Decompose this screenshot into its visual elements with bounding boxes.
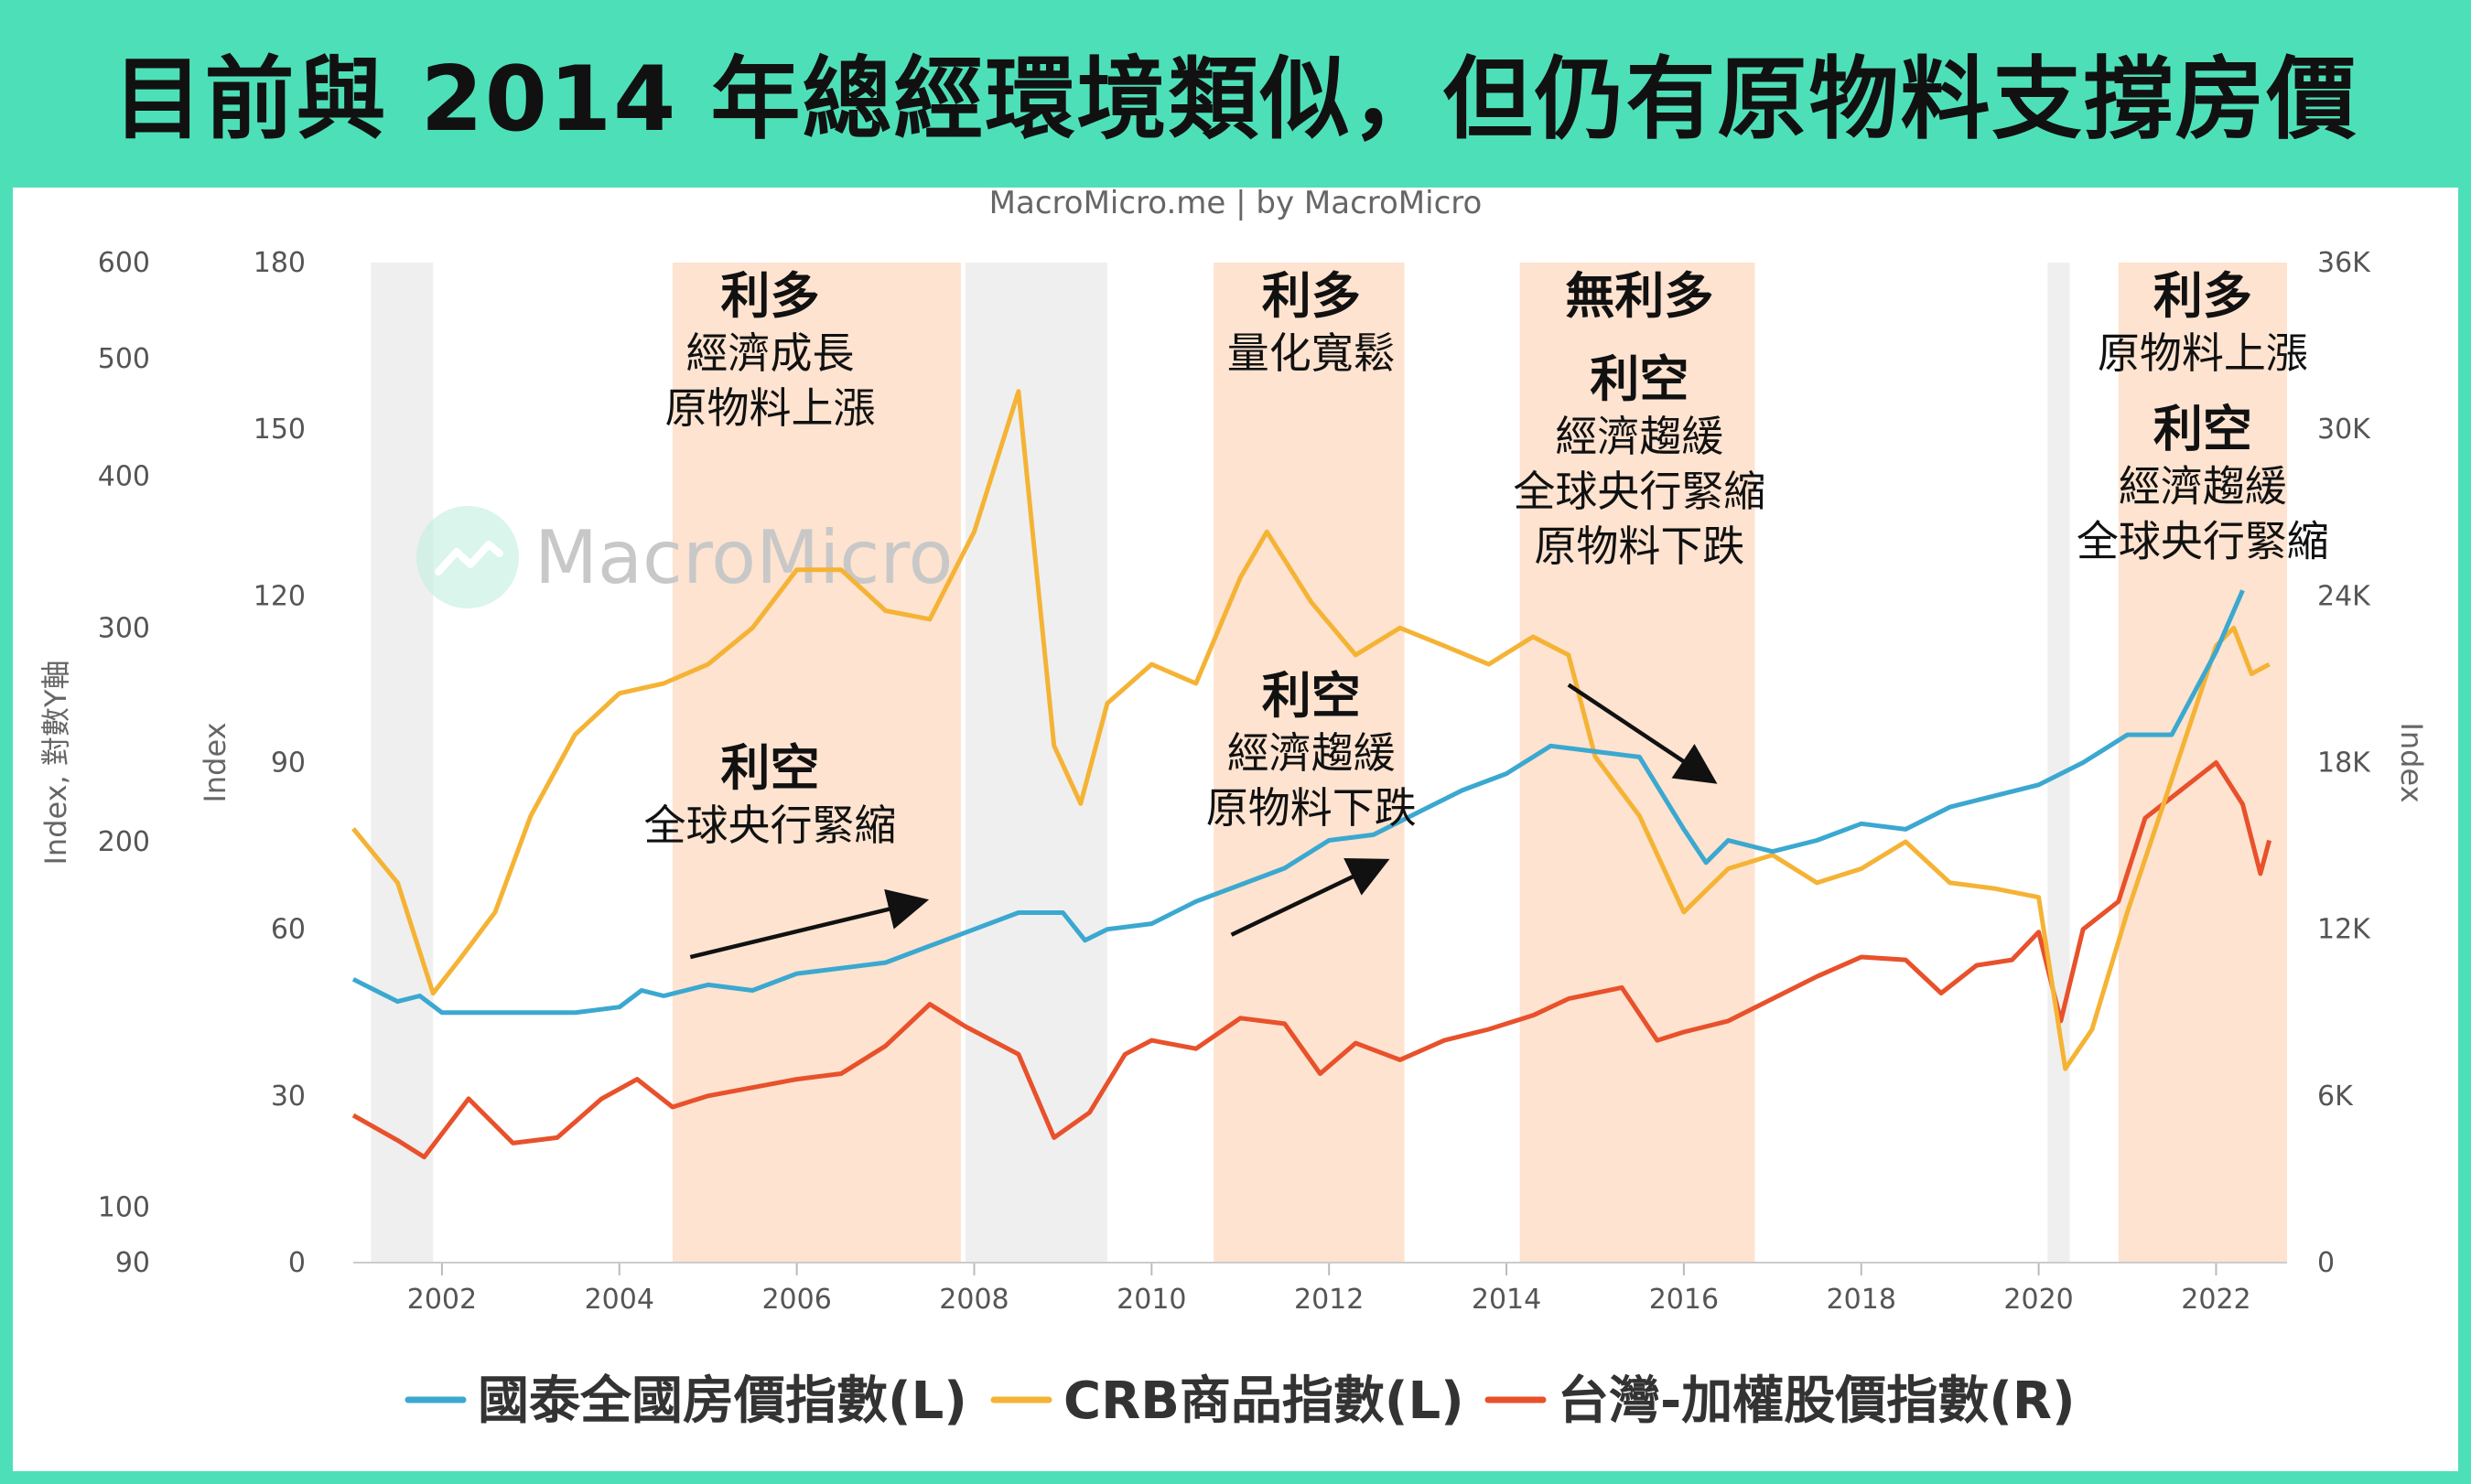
x-tick-label: 2008	[939, 1284, 1009, 1316]
legend-label-2: 台灣-加權股價指數(R)	[1558, 1371, 2076, 1431]
right-tick-label: 30K	[2317, 414, 2371, 446]
annotation-line: 全球央行緊縮	[644, 801, 897, 850]
annotation-line: 經濟趨緩	[1227, 728, 1396, 778]
x-tick-label: 2020	[2003, 1284, 2073, 1316]
arrows-layer	[689, 683, 1718, 960]
legend-label-0: 國泰全國房價指數(L)	[478, 1371, 967, 1431]
x-tick-label: 2018	[1827, 1284, 1896, 1316]
series-line-1	[351, 389, 2271, 1071]
left-outer-axis-title: Index, 對數Y軸	[38, 661, 73, 866]
right-axis-title: Index	[2394, 722, 2429, 802]
left-inner-tick-label: 0	[288, 1247, 306, 1279]
x-tick-label: 2014	[1472, 1284, 1541, 1316]
right-tick-label: 18K	[2317, 747, 2371, 780]
annotation-heading: 利空	[721, 739, 820, 797]
chart-card: MacroMicro.me | by MacroMicro MacroMicro…	[13, 188, 2458, 1471]
right-tick-label: 12K	[2317, 914, 2371, 946]
left-inner-tick-label: 30	[271, 1081, 306, 1113]
annotation-line: 原物料上漲	[2098, 328, 2308, 378]
annotation-heading: 利空	[1590, 350, 1689, 408]
watermark: MacroMicro	[416, 506, 953, 608]
annotation-line: 量化寬鬆	[1227, 328, 1396, 378]
recession-band-2	[2047, 263, 2070, 1263]
left-inner-tick-label: 180	[254, 247, 306, 279]
annotation-heading: 無利多	[1565, 267, 1713, 325]
highlight-band-1	[1214, 263, 1405, 1263]
x-tick-label: 2002	[407, 1284, 477, 1316]
annotation-line: 原物料下跌	[1206, 783, 1417, 833]
recession-band-0	[371, 263, 434, 1263]
legend: 國泰全國房價指數(L) CRB商品指數(L) 台灣-加權股價指數(R)	[405, 1371, 2076, 1431]
left-inner-tick-label: 60	[271, 914, 306, 946]
annotation-line: 經濟趨緩	[2119, 462, 2287, 511]
x-tick-label: 2012	[1294, 1284, 1364, 1316]
right-tick-label: 24K	[2317, 580, 2371, 612]
annotation-heading: 利空	[1262, 667, 1361, 725]
annotation-line: 經濟成長	[686, 328, 855, 378]
right-tick-label: 6K	[2317, 1081, 2354, 1113]
x-tick-label: 2022	[2181, 1284, 2250, 1316]
series-layer	[351, 389, 2272, 1160]
annotation-arrow-2	[1567, 683, 1718, 784]
annotation-line: 經濟趨緩	[1555, 412, 1723, 461]
annotation-arrow-0	[689, 888, 930, 960]
left-outer-tick-label: 400	[98, 461, 150, 493]
left-outer-tick-label: 300	[98, 612, 150, 644]
right-tick-label: 36K	[2317, 247, 2371, 279]
annotation-line: 原物料上漲	[665, 383, 876, 433]
left-outer-tick-label: 90	[115, 1247, 150, 1279]
axis-titles-layer: Index, 對數Y軸 Index Index	[38, 661, 2429, 866]
annotation-heading: 利多	[721, 267, 820, 325]
x-tick-label: 2016	[1649, 1284, 1719, 1316]
left-outer-tick-label: 100	[98, 1191, 150, 1223]
watermark-text: MacroMicro	[534, 515, 953, 600]
annotations-layer: 利多經濟成長原物料上漲利空全球央行緊縮利多量化寬鬆利空經濟趨緩原物料下跌無利多利…	[644, 267, 2329, 850]
annotation-line: 全球央行緊縮	[2077, 517, 2329, 566]
series-line-0	[351, 589, 2245, 1016]
left-inner-tick-label: 90	[271, 747, 306, 780]
left-outer-tick-label: 600	[98, 247, 150, 279]
left-outer-tick-label: 200	[98, 826, 150, 858]
annotation-heading: 利空	[2153, 401, 2252, 458]
x-tick-label: 2006	[761, 1284, 831, 1316]
left-inner-tick-label: 120	[254, 580, 306, 612]
page-title: 目前與 2014 年總經環境類似，但仍有原物料支撐房價	[113, 48, 2358, 152]
x-tick-label: 2004	[585, 1284, 654, 1316]
legend-label-1: CRB商品指數(L)	[1063, 1371, 1464, 1431]
chart-credit: MacroMicro.me | by MacroMicro	[989, 188, 1483, 221]
annotation-heading: 利多	[1262, 267, 1361, 325]
highlight-band-0	[672, 263, 961, 1263]
watermark-logo-mark-icon	[435, 541, 503, 575]
left-outer-tick-label: 500	[98, 343, 150, 375]
annotation-line: 全球央行緊縮	[1513, 467, 1765, 516]
left-inner-axis-title: Index	[198, 722, 232, 802]
x-tick-label: 2010	[1117, 1284, 1186, 1316]
left-inner-tick-label: 150	[254, 414, 306, 446]
highlight-band-3	[2118, 263, 2287, 1263]
annotation-heading: 利多	[2153, 267, 2252, 325]
ticks-layer: 60050040030020010090180150120906030036K3…	[98, 247, 2371, 1316]
annotation-line: 原物料下跌	[1534, 522, 1744, 571]
chart-svg: MacroMicro.me | by MacroMicro MacroMicro…	[38, 188, 2429, 1431]
right-tick-label: 0	[2317, 1247, 2335, 1279]
annotation-arrow-1	[1230, 858, 1390, 937]
